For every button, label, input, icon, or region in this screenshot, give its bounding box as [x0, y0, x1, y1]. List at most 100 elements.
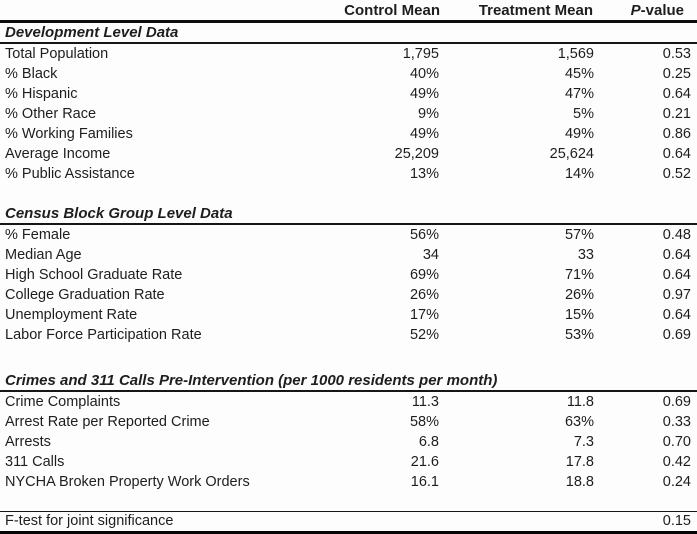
section-header-crimes: Crimes and 311 Calls Pre-Intervention (p… — [0, 371, 697, 392]
p-value: 0.52 — [662, 165, 691, 182]
p-value: 0.42 — [662, 453, 691, 470]
row-label: Average Income — [5, 145, 111, 162]
row-label: Arrests — [5, 433, 51, 450]
section-header-census: Census Block Group Level Data — [0, 204, 697, 225]
treatment-mean-value: 18.8 — [565, 473, 594, 490]
section-header-development: Development Level Data — [0, 21, 697, 44]
p-value: 0.86 — [662, 125, 691, 142]
control-mean-value: 52% — [409, 326, 439, 343]
treatment-mean-value: 7.3 — [573, 433, 594, 450]
section-crimes-and-311-calls: Crimes and 311 Calls Pre-Intervention (p… — [0, 371, 697, 492]
table-row: 311 Calls 21.6 17.8 0.42 — [0, 452, 697, 472]
section-title: Census Block Group Level Data — [0, 204, 697, 225]
p-value: 0.21 — [662, 105, 691, 122]
treatment-mean-value: 26% — [564, 286, 594, 303]
p-value: 0.33 — [662, 413, 691, 430]
table-row: Unemployment Rate 17% 15% 0.64 — [0, 305, 697, 325]
p-value-italic-p: P — [630, 1, 641, 19]
row-label: % Other Race — [5, 105, 97, 122]
treatment-mean-value: 53% — [564, 326, 594, 343]
treatment-mean-value: 71% — [564, 266, 594, 283]
column-header-row-label — [0, 0, 302, 23]
treatment-mean-value: 63% — [564, 413, 594, 430]
table-row: Crime Complaints 11.3 11.8 0.69 — [0, 391, 697, 412]
control-mean-value: 69% — [409, 266, 439, 283]
table-row: Arrests 6.8 7.3 0.70 — [0, 432, 697, 452]
table-row: High School Graduate Rate 69% 71% 0.64 — [0, 265, 697, 285]
table-row: % Hispanic 49% 47% 0.64 — [0, 84, 697, 104]
p-value: 0.70 — [662, 433, 691, 450]
row-label: Unemployment Rate — [5, 306, 138, 323]
treatment-mean-value: 25,624 — [549, 145, 594, 162]
control-mean-value: 34 — [422, 246, 439, 263]
p-value: 0.64 — [662, 306, 691, 323]
control-mean-value: 49% — [409, 85, 439, 102]
control-mean-value: 26% — [409, 286, 439, 303]
p-value: 0.64 — [662, 266, 691, 283]
table-row: % Working Families 49% 49% 0.86 — [0, 124, 697, 144]
table-row: Total Population 1,795 1,569 0.53 — [0, 43, 697, 64]
p-value: 0.25 — [662, 65, 691, 82]
f-test-control-cell — [302, 511, 442, 534]
control-mean-value: 6.8 — [418, 433, 439, 450]
section-title: Development Level Data — [0, 21, 697, 44]
section-title: Crimes and 311 Calls Pre-Intervention (p… — [0, 371, 697, 392]
table-row: NYCHA Broken Property Work Orders 16.1 1… — [0, 472, 697, 492]
row-label: High School Graduate Rate — [5, 266, 183, 283]
treatment-mean-value: 11.8 — [566, 393, 594, 410]
control-mean-value: 1,795 — [402, 45, 439, 62]
table-row: % Other Race 9% 5% 0.21 — [0, 104, 697, 124]
f-test-label: F-test for joint significance — [0, 511, 302, 534]
row-label: % Working Families — [5, 125, 133, 142]
column-header-row: Control Mean Treatment Mean P-value — [0, 0, 697, 23]
row-label: % Black — [5, 65, 58, 82]
table-row: % Black 40% 45% 0.25 — [0, 64, 697, 84]
treatment-mean-value: 45% — [564, 65, 594, 82]
control-mean-value: 56% — [409, 226, 439, 243]
p-value: 0.53 — [662, 45, 691, 62]
row-label: NYCHA Broken Property Work Orders — [5, 473, 250, 490]
section-gap — [0, 492, 697, 512]
treatment-mean-value: 15% — [564, 306, 594, 323]
treatment-mean-value: 5% — [573, 105, 594, 122]
p-value-suffix: -value — [640, 1, 684, 19]
row-label: Labor Force Participation Rate — [5, 326, 202, 343]
table-row: % Public Assistance 13% 14% 0.52 — [0, 164, 697, 184]
control-mean-value: 49% — [409, 125, 439, 142]
table-row: % Female 56% 57% 0.48 — [0, 224, 697, 245]
control-mean-value: 21.6 — [410, 453, 439, 470]
p-value: 0.69 — [662, 326, 691, 343]
section-gap — [0, 184, 697, 204]
row-label: % Public Assistance — [5, 165, 135, 182]
p-value: 0.64 — [662, 85, 691, 102]
table-row: Labor Force Participation Rate 52% 53% 0… — [0, 325, 697, 345]
section-development-level-data: Development Level Data Total Population … — [0, 21, 697, 185]
footer-section: F-test for joint significance 0.15 — [0, 511, 697, 534]
treatment-mean-value: 49% — [564, 125, 594, 142]
row-label: % Hispanic — [5, 85, 78, 102]
treatment-mean-value: 47% — [564, 85, 594, 102]
treatment-mean-value: 14% — [564, 165, 594, 182]
row-label: 311 Calls — [5, 453, 65, 470]
f-test-p-value: 0.15 — [597, 511, 697, 534]
p-value: 0.48 — [662, 226, 691, 243]
column-header-control-mean: Control Mean — [302, 0, 442, 23]
f-test-treatment-cell — [442, 511, 597, 534]
p-value: 0.64 — [662, 145, 691, 162]
p-value: 0.24 — [662, 473, 691, 490]
row-label: Total Population — [5, 45, 109, 62]
control-mean-value: 11.3 — [411, 393, 439, 410]
row-label: Median Age — [5, 246, 82, 263]
table-row: Median Age 34 33 0.64 — [0, 245, 697, 265]
treatment-mean-value: 1,569 — [557, 45, 594, 62]
row-label: % Female — [5, 226, 71, 243]
f-test-row: F-test for joint significance 0.15 — [0, 511, 697, 534]
table-row: Average Income 25,209 25,624 0.64 — [0, 144, 697, 164]
row-label: College Graduation Rate — [5, 286, 165, 303]
column-header-treatment-mean: Treatment Mean — [442, 0, 597, 23]
p-value: 0.69 — [662, 393, 691, 410]
control-mean-value: 9% — [418, 105, 439, 122]
row-label: Crime Complaints — [5, 393, 121, 410]
control-mean-value: 17% — [409, 306, 439, 323]
table-row: Arrest Rate per Reported Crime 58% 63% 0… — [0, 412, 697, 432]
